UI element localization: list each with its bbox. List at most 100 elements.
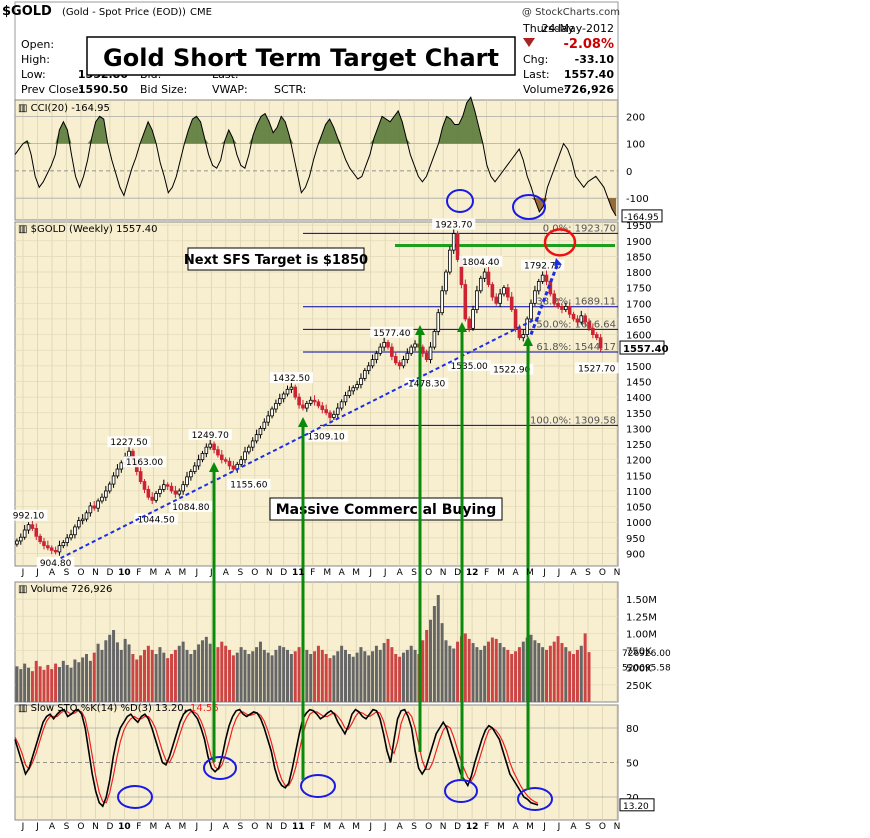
candle-body xyxy=(560,306,564,310)
candle-body xyxy=(285,388,290,395)
x-tick: J xyxy=(35,568,39,578)
volume-bar xyxy=(529,634,533,702)
volume-bar xyxy=(320,649,324,702)
candle-body xyxy=(343,395,348,403)
projection-line xyxy=(529,262,560,336)
candle-body xyxy=(363,370,367,379)
volume-bar xyxy=(579,645,583,702)
x-tick: A xyxy=(49,568,56,578)
x-tick: A xyxy=(49,822,56,832)
volume-bar xyxy=(324,654,328,702)
volume-bar xyxy=(243,649,247,702)
volume-bar xyxy=(235,652,239,702)
x-tick: A xyxy=(165,568,172,578)
volume-bar xyxy=(262,649,266,702)
volume-bar xyxy=(108,634,112,702)
x-tick: S xyxy=(237,568,243,578)
buying-annotation-box xyxy=(269,497,503,521)
volume-bar xyxy=(448,645,452,702)
volume-bar xyxy=(514,651,518,702)
trendline xyxy=(60,316,540,560)
volume-bar xyxy=(421,640,425,702)
x-tick: 10 xyxy=(118,568,131,578)
x-tick: J xyxy=(209,822,213,832)
x-tick: N xyxy=(266,822,273,832)
x-tick: N xyxy=(440,822,447,832)
volume-bar xyxy=(494,638,498,702)
volume-bar xyxy=(309,654,313,702)
candle-body xyxy=(335,407,340,415)
sto-d-value: 14.56 xyxy=(190,703,219,714)
price-last-tag-box xyxy=(619,340,665,355)
volume-label: ▥ Volume 726,926 xyxy=(18,584,112,595)
field-label: Prev Close: xyxy=(21,83,82,96)
x-tick: M xyxy=(149,568,157,578)
cci-tick: 200 xyxy=(626,112,645,123)
x-tick: F xyxy=(484,568,489,578)
x-tick: F xyxy=(136,822,141,832)
x-tick: N xyxy=(92,822,99,832)
x-tick: 11 xyxy=(292,568,305,578)
x-tick: J xyxy=(368,568,372,578)
volume-bar xyxy=(270,655,274,702)
volume-bar xyxy=(61,660,65,702)
x-tick: J xyxy=(557,822,561,832)
volume-bar xyxy=(38,666,42,702)
candle-body xyxy=(142,481,147,490)
candle-body xyxy=(258,427,263,436)
x-tick: A xyxy=(339,568,346,578)
volume-bar xyxy=(475,647,479,702)
volume-bar xyxy=(490,637,494,702)
x-tick: D xyxy=(280,822,287,832)
volume-bar xyxy=(92,652,96,702)
volume-bar xyxy=(154,654,158,702)
volume-bar xyxy=(34,660,38,702)
volume-tick: 250K xyxy=(626,681,652,692)
price-tick: 1100 xyxy=(626,487,651,498)
x-tick: F xyxy=(310,568,315,578)
candle-body xyxy=(22,529,27,538)
field-label: Bid Size: xyxy=(140,83,187,96)
volume-bar xyxy=(197,644,201,702)
fib-label: 100.0%: 1309.58 xyxy=(530,415,616,426)
price-label-bg xyxy=(575,362,619,374)
price-label-bg xyxy=(405,377,449,389)
volume-bar xyxy=(65,664,69,702)
x-tick: J xyxy=(383,568,387,578)
candle-body xyxy=(482,271,487,279)
price-tick: 950 xyxy=(626,534,645,545)
volume-bar xyxy=(328,658,332,702)
candle-body xyxy=(115,468,120,477)
candle-body xyxy=(579,315,584,323)
volume-bar xyxy=(467,638,471,702)
volume-bar xyxy=(77,662,81,702)
x-tick: J xyxy=(195,822,199,832)
candle-body xyxy=(428,346,433,361)
buying-annotation: Massive Commercial Buying xyxy=(276,502,497,518)
volume-bar xyxy=(405,649,409,702)
candle-body xyxy=(216,449,220,456)
candle-body xyxy=(277,398,282,404)
x-tick: F xyxy=(136,568,141,578)
price-label-bg xyxy=(107,436,151,448)
candle-body xyxy=(598,337,603,349)
price-label: 1155.60 xyxy=(230,481,267,491)
candle-body xyxy=(138,471,143,482)
x-tick: D xyxy=(106,568,113,578)
x-tick: M xyxy=(526,822,534,832)
price-tick: 1000 xyxy=(626,518,651,529)
x-tick: N xyxy=(266,568,273,578)
x-tick: O xyxy=(599,822,606,832)
volume-bar xyxy=(351,656,355,702)
candle-body xyxy=(173,490,178,495)
volume-bar xyxy=(293,651,297,702)
price-tick: 1350 xyxy=(626,409,651,420)
arrowhead-icon xyxy=(298,417,308,427)
candle-body xyxy=(281,393,286,400)
x-tick: J xyxy=(368,822,372,832)
volume-bar xyxy=(115,642,119,702)
x-tick: J xyxy=(195,568,199,578)
volume-bar xyxy=(316,645,320,702)
volume-bar xyxy=(204,636,208,702)
candle-body xyxy=(274,402,278,410)
